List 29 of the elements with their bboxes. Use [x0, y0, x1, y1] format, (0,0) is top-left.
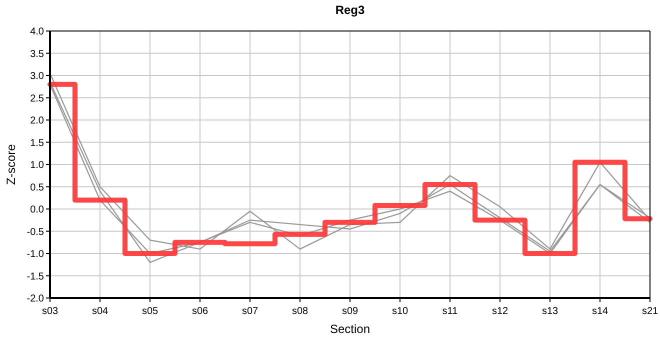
y-tick-label: 0.0	[30, 204, 44, 216]
chart-title: Reg3	[335, 3, 365, 17]
x-tick-label: s11	[442, 306, 458, 317]
x-tick-label: s10	[392, 306, 408, 317]
x-tick-label: s21	[642, 306, 658, 317]
y-tick-label: -2.0	[26, 294, 44, 304]
x-tick-label: s03	[42, 306, 58, 317]
x-tick-label: s14	[592, 306, 608, 317]
y-tick-label: 3.0	[30, 71, 44, 82]
y-tick-label: 1.5	[30, 138, 44, 149]
y-tick-label: -1.0	[26, 249, 44, 260]
y-tick-label: 1.0	[30, 160, 44, 171]
y-tick-label: 2.5	[30, 93, 44, 104]
x-tick-label: s13	[542, 306, 558, 317]
x-tick-label: s12	[492, 306, 508, 317]
x-axis-title: Section	[330, 322, 370, 336]
x-tick-label: s08	[292, 306, 308, 317]
y-tick-label: 2.0	[30, 116, 44, 126]
x-tick-label: s07	[242, 306, 258, 317]
y-axis-title: Z-score	[4, 144, 18, 185]
x-tick-label: s06	[192, 306, 208, 317]
x-tick-label: s05	[142, 306, 158, 317]
y-tick-label: 0.5	[30, 182, 44, 194]
y-tick-label: -1.5	[26, 271, 44, 282]
x-tick-label: s04	[92, 306, 108, 317]
x-tick-label: s09	[342, 306, 358, 317]
y-tick-label: 3.5	[30, 48, 44, 60]
y-tick-label: -0.5	[26, 226, 44, 238]
y-tick-label: 4.0	[30, 26, 44, 38]
